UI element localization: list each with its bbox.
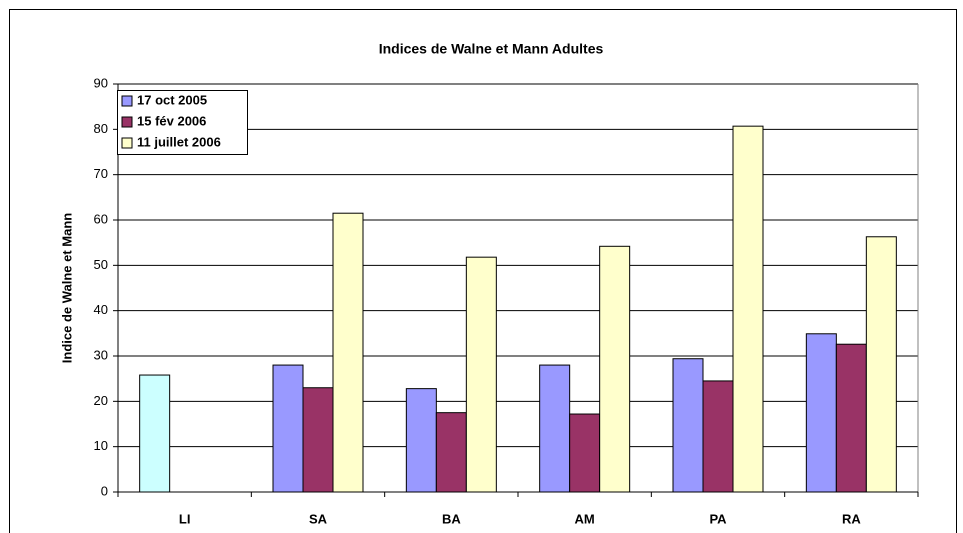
bar — [272, 364, 304, 493]
bar — [539, 364, 571, 493]
y-tick-label: 10 — [94, 438, 108, 453]
bar — [702, 380, 734, 493]
y-tick-label: 80 — [94, 121, 108, 136]
bar — [465, 256, 497, 493]
x-tick-label: AM — [575, 511, 595, 526]
y-tick-label: 70 — [94, 166, 108, 181]
bar — [835, 343, 867, 493]
bar — [405, 388, 437, 493]
y-tick-label: 20 — [94, 393, 108, 408]
x-tick-label: PA — [709, 511, 727, 526]
y-tick-label: 50 — [94, 257, 108, 272]
bar — [569, 413, 601, 493]
legend-swatch — [121, 95, 133, 107]
y-tick-label: 40 — [94, 302, 108, 317]
bar — [332, 212, 364, 493]
x-tick-label: SA — [309, 511, 328, 526]
bar — [302, 387, 334, 493]
bar — [805, 333, 837, 493]
bar — [139, 374, 171, 493]
legend-label: 11 juillet 2006 — [137, 134, 221, 149]
y-tick-label: 90 — [94, 75, 108, 90]
x-tick-label: BA — [442, 511, 461, 526]
y-tick-label: 60 — [94, 211, 108, 226]
bar — [732, 125, 764, 493]
y-tick-label: 0 — [101, 483, 108, 498]
bar — [865, 236, 897, 493]
legend-swatch — [121, 137, 133, 149]
x-tick-label: LI — [179, 511, 191, 526]
x-tick-label: RA — [842, 511, 861, 526]
chart-title: Indices de Walne et Mann Adultes — [379, 41, 604, 57]
legend-swatch — [121, 116, 133, 128]
y-axis-label: Indice de Walne et Mann — [59, 213, 74, 364]
bar — [672, 358, 704, 493]
legend-label: 17 oct 2005 — [137, 92, 207, 107]
legend-box — [117, 90, 248, 155]
bar — [599, 245, 631, 493]
y-tick-label: 30 — [94, 347, 108, 362]
legend-label: 15 fév 2006 — [137, 113, 206, 128]
bar — [435, 412, 467, 493]
